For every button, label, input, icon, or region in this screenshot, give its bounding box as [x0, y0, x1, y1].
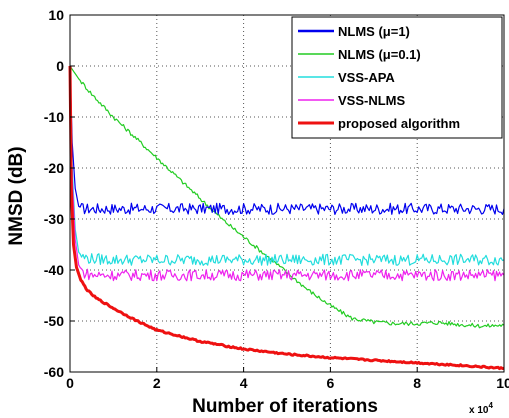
x-multiplier-label: x 104 — [469, 401, 493, 416]
y-tick-label: -40 — [44, 262, 64, 278]
legend-label: proposed algorithm — [338, 116, 460, 131]
x-tick-label: 10 — [496, 375, 509, 391]
y-tick-label: -60 — [44, 364, 64, 380]
y-tick-label: -20 — [44, 160, 64, 176]
legend: NLMS (μ=1) NLMS (μ=0.1) VSS-APA VSS-NLMS pro… — [291, 16, 503, 139]
tick-layer: 0 2 4 6 8 10 -60 -50 -40 -30 -20 -10 0 10 — [44, 7, 509, 391]
series-line-1 — [69, 65, 505, 329]
y-axis-title: NMSD (dB) — [6, 146, 27, 245]
series-line-2 — [69, 65, 505, 266]
series-line-3 — [69, 65, 505, 282]
plot-frame — [69, 14, 505, 373]
x-axis-title: Number of iterations — [192, 396, 378, 417]
grid-layer — [70, 15, 504, 372]
y-tick-label: -50 — [44, 313, 64, 329]
series-line-0 — [69, 65, 505, 215]
series-line-4 — [68, 65, 505, 371]
legend-label: NLMS (μ=1) — [338, 24, 410, 39]
x-tick-label: 4 — [240, 375, 248, 391]
legend-label: VSS-NLMS — [338, 93, 406, 108]
y-tick-label: 0 — [56, 58, 64, 74]
x-tick-label: 6 — [327, 375, 335, 391]
legend-label: NLMS (μ=0.1) — [338, 47, 421, 62]
x-tick-label: 8 — [413, 375, 421, 391]
y-tick-label: -30 — [44, 211, 64, 227]
y-tick-label: 10 — [48, 7, 64, 23]
legend-label: VSS-APA — [338, 70, 395, 85]
y-tick-label: -10 — [44, 109, 64, 125]
series-layer — [68, 65, 505, 371]
x-tick-label: 2 — [153, 375, 161, 391]
x-tick-label: 0 — [66, 375, 74, 391]
